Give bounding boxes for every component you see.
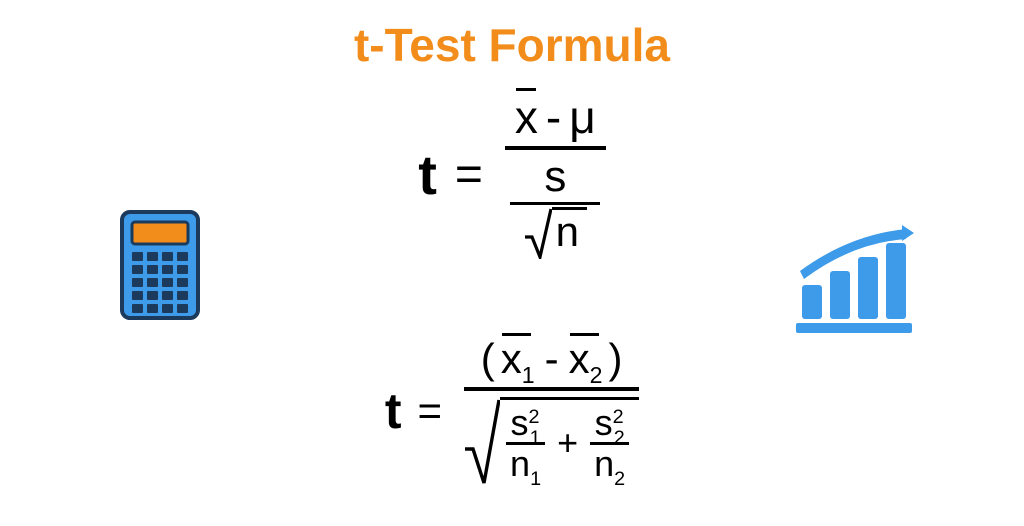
s-symbol: s — [544, 152, 566, 202]
formula2-equals: = — [418, 387, 443, 435]
minus-symbol: - — [546, 90, 561, 144]
formula1-numerator: x - μ — [505, 90, 606, 146]
x-bar-symbol: x — [515, 90, 538, 144]
variance-term-1: s21 n1 — [506, 404, 545, 483]
mu-symbol: μ — [569, 90, 596, 144]
rparen: ) — [608, 335, 622, 383]
page-title: t-Test Formula — [0, 0, 1024, 72]
inner-fraction-bar — [510, 202, 600, 205]
sqrt-radicand: n — [552, 207, 587, 254]
sqrt-sign-icon — [524, 207, 552, 259]
formula2-lhs: t — [385, 382, 402, 440]
formula2-fraction: ( x1 - x2 ) s21 n1 — [464, 335, 639, 487]
sqrt-wrap: n — [524, 207, 587, 259]
formula1-equals: = — [455, 147, 483, 202]
formula1-fraction: x - μ s n — [505, 90, 606, 259]
plus-symbol: + — [557, 422, 578, 464]
variance-term-2: s22 n2 — [590, 404, 629, 483]
formula2-denominator: s21 n1 + s22 n2 — [464, 391, 639, 487]
two-sample-t-formula: t = ( x1 - x2 ) s21 — [0, 335, 1024, 487]
lparen: ( — [481, 335, 495, 383]
minus-symbol: - — [545, 335, 559, 383]
calculator-icon — [120, 210, 200, 325]
formula1-denominator: s n — [510, 150, 600, 259]
sqrt-radicand: s21 n1 + s22 n2 — [500, 397, 639, 483]
sqrt-sign-icon — [464, 397, 500, 487]
formula2-numerator: ( x1 - x2 ) — [471, 335, 633, 387]
formula1-lhs: t — [418, 142, 437, 207]
growth-chart-icon — [794, 225, 914, 340]
x1-bar-symbol: x1 — [501, 335, 535, 383]
x2-bar-symbol: x2 — [569, 335, 603, 383]
